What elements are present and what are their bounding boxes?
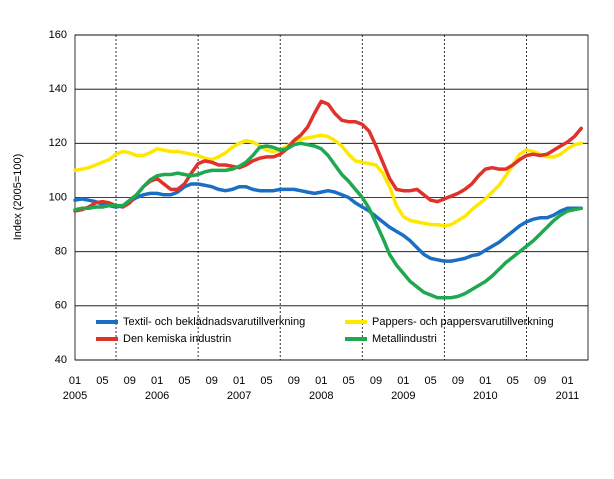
x-tick-label: 01 xyxy=(397,375,409,387)
x-year-label: 2010 xyxy=(473,390,497,402)
legend-label: Metallindustri xyxy=(372,333,437,345)
y-tick-label: 60 xyxy=(55,300,67,312)
x-tick-label: 05 xyxy=(96,375,108,387)
x-tick-label: 09 xyxy=(206,375,218,387)
series-line xyxy=(73,99,583,213)
x-tick-label: 01 xyxy=(233,375,245,387)
x-year-label: 2007 xyxy=(227,390,251,402)
y-tick-label: 40 xyxy=(55,354,67,366)
y-tick-label: 140 xyxy=(49,83,67,95)
x-tick-label: 01 xyxy=(479,375,491,387)
x-year-label: 2005 xyxy=(63,390,87,402)
x-tick-label: 09 xyxy=(124,375,136,387)
x-year-label: 2011 xyxy=(556,390,580,402)
series-line xyxy=(73,182,583,263)
legend-label: Textil- och beklädnadsvarutillverkning xyxy=(123,316,305,328)
x-tick-label: 09 xyxy=(370,375,382,387)
plot-frame xyxy=(74,34,589,361)
y-tick-label: 120 xyxy=(49,137,67,149)
x-tick-label: 05 xyxy=(342,375,354,387)
y-tick-label: 100 xyxy=(49,191,67,203)
y-tick-label: 80 xyxy=(55,246,67,258)
series-line xyxy=(73,133,583,228)
x-tick-label: 09 xyxy=(452,375,464,387)
legend-label: Pappers- och pappersvarutillverkning xyxy=(372,316,554,328)
x-year-label: 2008 xyxy=(309,390,333,402)
x-year-label: 2006 xyxy=(145,390,169,402)
x-tick-label: 01 xyxy=(151,375,163,387)
x-tick-label: 05 xyxy=(425,375,437,387)
y-axis-label: Index (2005=100) xyxy=(12,154,24,241)
series-line xyxy=(73,141,583,300)
x-tick-label: 01 xyxy=(315,375,327,387)
x-tick-label: 09 xyxy=(534,375,546,387)
x-tick-label: 05 xyxy=(507,375,519,387)
x-tick-label: 01 xyxy=(561,375,573,387)
x-tick-label: 05 xyxy=(260,375,272,387)
x-year-label: 2009 xyxy=(391,390,415,402)
x-tick-label: 01 xyxy=(69,375,81,387)
x-tick-label: 05 xyxy=(178,375,190,387)
y-tick-label: 160 xyxy=(49,29,67,41)
x-tick-label: 09 xyxy=(288,375,300,387)
legend-label: Den kemiska industrin xyxy=(123,333,231,345)
